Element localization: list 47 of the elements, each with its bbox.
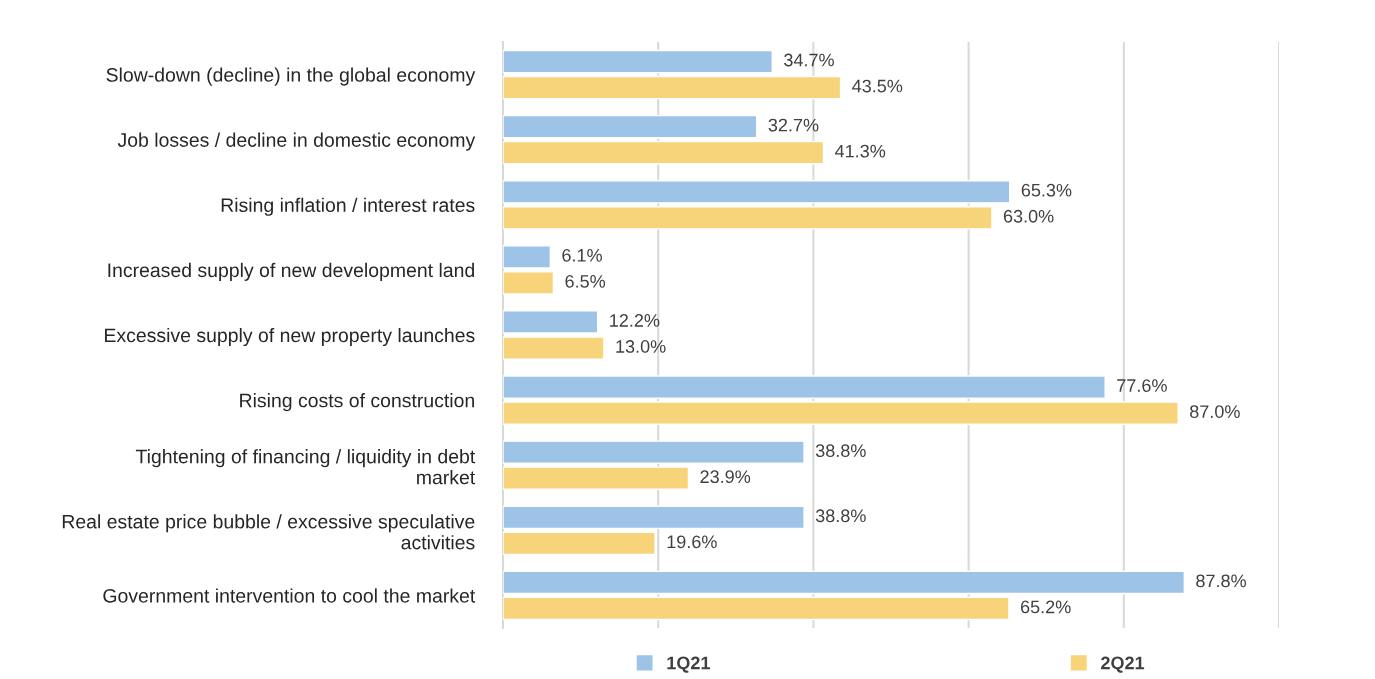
y-tick-label: Rising costs of construction	[240, 393, 474, 412]
data-label: 65.2%	[1020, 600, 1071, 614]
data-label: 38.8%	[815, 509, 866, 523]
data-label: 32.7%	[768, 118, 819, 132]
bar	[503, 49, 773, 74]
data-label: 63.0%	[1003, 209, 1054, 223]
data-label: 41.3%	[835, 144, 886, 158]
data-label: 34.7%	[784, 53, 834, 67]
legend-label: 1Q21	[667, 656, 710, 673]
bar	[503, 596, 1010, 621]
bar	[503, 310, 599, 334]
bar	[503, 75, 842, 100]
data-label: 12.2%	[610, 314, 660, 327]
bar	[503, 401, 1179, 425]
data-label: 6.1%	[562, 248, 602, 262]
y-tick-label: Slow-down (decline) in the global economy	[106, 67, 476, 86]
bar	[503, 336, 605, 360]
bar	[503, 466, 690, 491]
y-tick-label: Rising inflation / interest rates	[221, 197, 475, 216]
data-label: 23.9%	[700, 470, 751, 484]
bar	[503, 570, 1186, 595]
bar	[503, 114, 758, 139]
data-label: 87.0%	[1190, 405, 1240, 418]
bar	[503, 440, 805, 464]
bar	[503, 245, 552, 269]
data-label: 77.6%	[1117, 379, 1167, 392]
legend-label: 2Q21	[1101, 656, 1145, 673]
bar	[503, 206, 993, 230]
y-tick-label: Excessive supply of new property launches	[105, 327, 475, 347]
bar	[503, 140, 825, 165]
y-tick-label: Increased supply of new development land	[108, 262, 474, 281]
bar	[503, 531, 656, 556]
y-tick-label: Government intervention to cool the market	[103, 588, 476, 603]
data-label: 13.0%	[616, 340, 666, 353]
data-label: 65.3%	[1021, 183, 1072, 197]
y-tick-label: Job losses / decline in domestic economy	[117, 132, 476, 151]
data-label: 6.5%	[565, 274, 606, 288]
data-label: 87.8%	[1196, 574, 1246, 588]
data-label: 19.6%	[667, 535, 717, 549]
bar	[503, 271, 555, 295]
y-tick-label: Real estate price bubble / excessive speculative activities	[62, 514, 475, 550]
bar	[503, 375, 1106, 399]
y-tick-label: Tightening of financing / liquidity in debt market	[135, 449, 476, 485]
bar	[503, 179, 1011, 204]
data-label: 38.8%	[815, 444, 866, 458]
data-label: 43.5%	[852, 79, 903, 93]
bar	[503, 505, 805, 530]
